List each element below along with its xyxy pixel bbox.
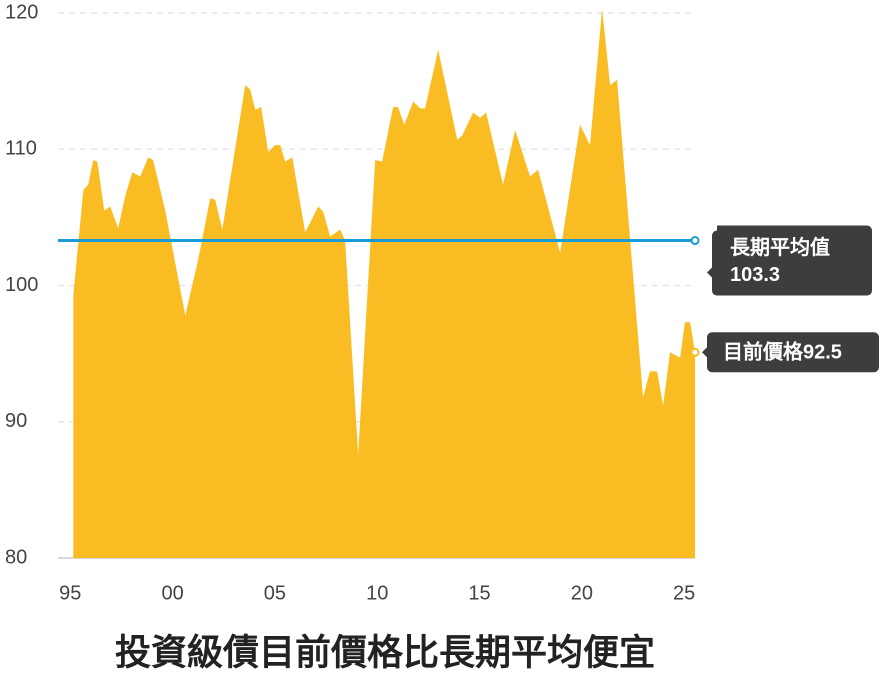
callout-text: 長期平均值 bbox=[730, 235, 830, 259]
x-tick-label: 05 bbox=[264, 582, 286, 604]
y-tick-label: 110 bbox=[5, 138, 37, 160]
x-tick-label: 20 bbox=[571, 582, 593, 604]
callout-box bbox=[707, 225, 872, 296]
area bbox=[73, 8, 696, 559]
x-tick-label: 10 bbox=[366, 582, 388, 604]
callout-box bbox=[702, 332, 879, 373]
chart-title: 投資級債目前價格比長期平均便宜 bbox=[115, 632, 655, 673]
y-tick-label: 100 bbox=[5, 274, 38, 296]
x-tick-label: 15 bbox=[468, 582, 490, 604]
x-tick-label: 95 bbox=[59, 582, 81, 604]
x-tick-label: 25 bbox=[673, 582, 695, 604]
callout-text: 目前價格92.5 bbox=[723, 340, 842, 364]
y-tick-label: 120 bbox=[5, 1, 38, 23]
callout-value: 103.3 bbox=[730, 264, 780, 286]
y-tick-label: 90 bbox=[5, 410, 27, 432]
y-tick-label: 80 bbox=[5, 546, 27, 568]
average-marker bbox=[690, 236, 700, 246]
x-tick-label: 00 bbox=[161, 582, 183, 604]
end-marker bbox=[690, 347, 700, 357]
